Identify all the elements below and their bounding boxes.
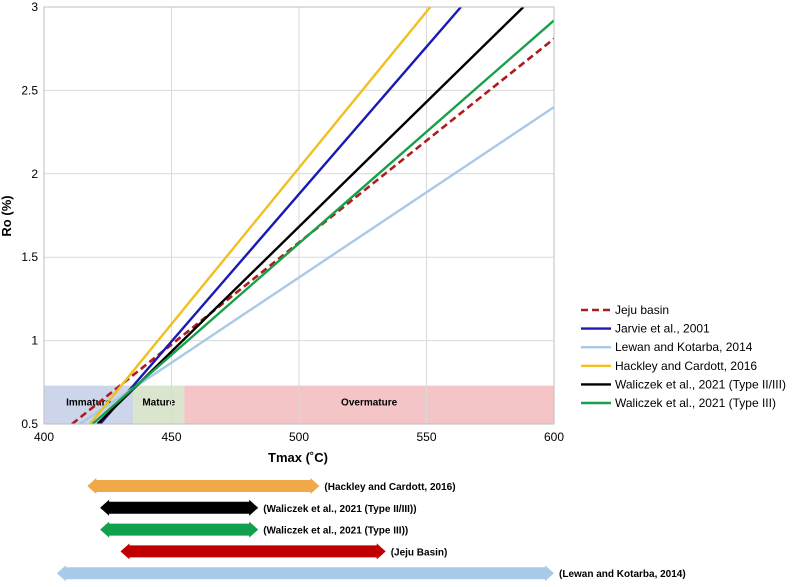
grid-lines — [44, 7, 554, 424]
series-line-5 — [96, 7, 525, 424]
y-axis-title: Ro (%) — [0, 195, 14, 236]
x-tick-label: 550 — [416, 430, 436, 444]
range-arrow-label-3: (Waliczek et al., 2021 (Type III)) — [263, 526, 408, 537]
legend-label-2: Jarvie et al., 2001 — [615, 322, 710, 336]
y-tick-label: 2.5 — [21, 83, 38, 97]
zone-label-mature: Mature — [142, 398, 175, 409]
y-tick-label: 2 — [31, 167, 38, 181]
legend-label-5: Waliczek et al., 2021 (Type II/III) — [615, 377, 786, 391]
range-arrow-label-2: (Waliczek et al., 2021 (Type II/III)) — [263, 504, 416, 515]
range-arrow-5 — [56, 565, 555, 582]
range-arrow-label-1: (Hackley and Cardott, 2016) — [324, 482, 455, 493]
x-tick-label: 600 — [544, 430, 564, 444]
legend-label-1: Jeju basin — [615, 303, 669, 317]
zone-band-overmature — [184, 385, 554, 424]
series-line-6 — [91, 19, 554, 424]
plot-frame — [43, 6, 555, 425]
x-tick-label: 500 — [289, 430, 309, 444]
x-axis-title: Tmax (˚C) — [268, 450, 328, 465]
tick-labels: 400 450 500 550 600 0.5 1 1.5 2 2.5 3 — [21, 0, 564, 444]
maturity-zones: Immature Mature Overmature — [44, 385, 554, 424]
range-arrow-4 — [120, 543, 386, 560]
series-line-2 — [99, 7, 462, 424]
y-tick-label: 1 — [31, 334, 38, 348]
legend-label-3: Lewan and Kotarba, 2014 — [615, 340, 753, 354]
plot-border — [43, 6, 555, 425]
zone-label-immature: Immature — [66, 398, 111, 409]
range-arrows: (Hackley and Cardott, 2016) (Waliczek et … — [56, 478, 686, 582]
x-tick-label: 400 — [34, 430, 54, 444]
legend: Jeju basin Jarvie et al., 2001 Lewan and K… — [581, 303, 786, 410]
series-line-3 — [79, 106, 554, 424]
range-arrow-label-5: (Lewan and Kotarba, 2014) — [559, 569, 686, 580]
legend-label-6: Waliczek et al., 2021 (Type III) — [615, 396, 776, 410]
zone-label-overmature: Overmature — [341, 398, 398, 409]
legend-label-4: Hackley and Cardott, 2016 — [615, 359, 757, 373]
range-arrow-1 — [87, 478, 320, 494]
range-arrow-3 — [100, 521, 259, 538]
y-tick-label: 0.5 — [21, 417, 38, 431]
y-tick-label: 3 — [31, 0, 38, 14]
range-arrow-2 — [100, 499, 259, 516]
range-arrow-label-4: (Jeju Basin) — [391, 547, 448, 558]
series-line-4 — [88, 7, 432, 424]
zone-band-mature — [133, 385, 185, 424]
y-tick-label: 1.5 — [21, 250, 38, 264]
series-lines — [71, 7, 554, 424]
x-tick-label: 450 — [161, 430, 181, 444]
